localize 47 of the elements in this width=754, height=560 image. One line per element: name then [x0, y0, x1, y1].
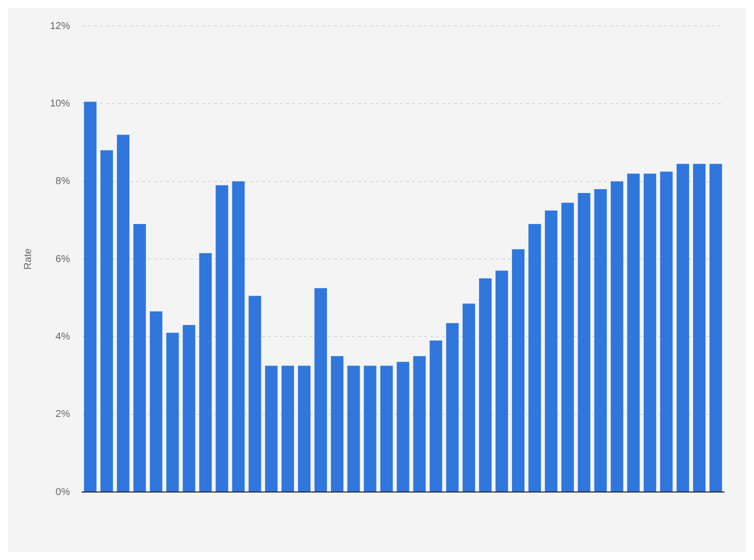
y-tick-label: 2%	[56, 409, 70, 420]
bar	[265, 366, 278, 492]
bar	[84, 102, 96, 492]
bar	[216, 185, 228, 492]
bar	[512, 249, 524, 492]
y-tick-label: 12%	[50, 20, 70, 32]
bar	[182, 325, 196, 492]
bar	[232, 181, 245, 492]
bar	[282, 366, 294, 492]
y-tick-label: 8%	[56, 176, 70, 188]
bar	[660, 172, 673, 492]
bar	[430, 340, 442, 492]
bar	[627, 174, 640, 492]
bar	[396, 362, 410, 492]
y-tick-label: 10%	[50, 98, 70, 110]
bar	[133, 224, 146, 492]
bar	[330, 356, 344, 492]
bar	[314, 288, 327, 492]
bar	[166, 332, 179, 492]
bar	[446, 323, 459, 492]
bar	[693, 164, 706, 492]
y-tick-label: 6%	[56, 254, 70, 265]
bar	[413, 356, 426, 492]
bar	[496, 270, 508, 492]
bar	[150, 311, 162, 492]
bar	[199, 253, 212, 492]
bar	[610, 181, 624, 492]
bar	[347, 366, 360, 492]
bar	[676, 164, 690, 492]
bar	[594, 189, 607, 492]
bar	[248, 296, 262, 492]
bar	[462, 304, 476, 492]
bar	[528, 224, 541, 492]
bar	[298, 366, 310, 492]
bar	[364, 366, 376, 492]
bar	[544, 210, 558, 492]
bar	[116, 134, 130, 492]
bar	[479, 278, 492, 492]
bar	[644, 174, 656, 492]
y-tick-label: 4%	[56, 331, 70, 342]
bar	[380, 366, 393, 492]
y-axis-title: Rate	[22, 248, 34, 270]
bar	[578, 192, 590, 492]
bar	[100, 150, 113, 492]
bar	[561, 202, 574, 492]
y-tick-label: 0%	[56, 486, 70, 498]
bar	[710, 164, 722, 492]
